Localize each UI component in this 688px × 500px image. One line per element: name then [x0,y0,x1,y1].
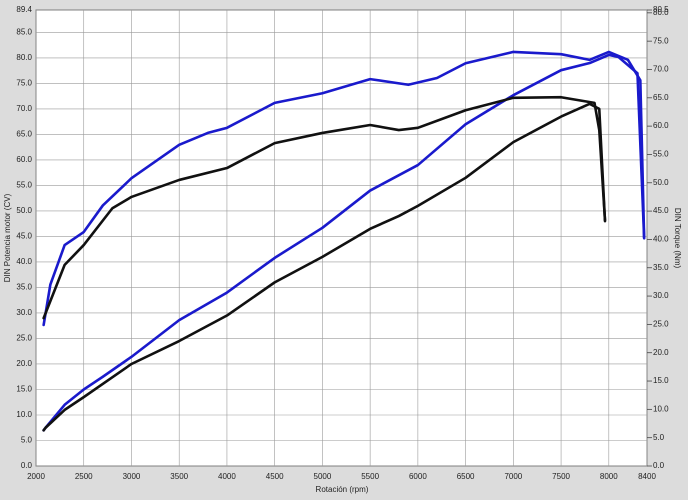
y-tick-label: 35.0 [16,283,32,292]
y2-tick-label: 0.0 [653,461,665,470]
y-tick-label: 60.0 [16,155,32,164]
y2-tick-label: 10.0 [653,404,669,413]
x-tick-label: 8400 [638,472,656,481]
x-tick-label: 5500 [361,472,379,481]
y2-tick-label: 25.0 [653,319,669,328]
x-tick-label: 8000 [600,472,618,481]
plot-area [35,9,648,467]
y-tick-label: 0.0 [21,461,33,470]
y-tick-label: 50.0 [16,206,32,215]
line-series [42,102,607,432]
y2-tick-label: 20.0 [653,348,669,357]
y2-tick-label: 80.0 [653,8,669,17]
x-tick-label: 2500 [75,472,93,481]
x-tick-label: 4500 [266,472,284,481]
x-tick-label: 3000 [123,472,141,481]
y-tick-label: 15.0 [16,385,32,394]
y-tick-label: 30.0 [16,308,32,317]
y-tick-label: 65.0 [16,130,32,139]
y-tick-label: 25.0 [16,334,32,343]
y-tick-label: 45.0 [16,232,32,241]
y2-tick-label: 35.0 [653,263,669,272]
y2-axis-title: DIN Torque (Nm) [673,208,682,269]
y2-tick-label: 75.0 [653,36,669,45]
y2-tick-label: 5.0 [653,433,665,442]
y-tick-label: 20.0 [16,359,32,368]
line-series [42,50,646,327]
y-tick-label: 55.0 [16,181,32,190]
x-tick-label: 3500 [170,472,188,481]
x-tick-label: 2000 [27,472,45,481]
y-tick-label: 70.0 [16,104,32,113]
y-tick-label: 5.0 [21,436,33,445]
y2-tick-label: 40.0 [653,235,669,244]
y-tick-label: 80.0 [16,53,32,62]
x-tick-label: 6500 [457,472,475,481]
line-series [42,53,646,432]
y-tick-label: 10.0 [16,410,32,419]
x-tick-label: 7000 [504,472,522,481]
y2-tick-label: 45.0 [653,206,669,215]
line-series [42,95,607,320]
x-tick-label: 4000 [218,472,236,481]
y2-tick-label: 70.0 [653,65,669,74]
y-tick-label: 89.4 [16,5,32,14]
x-tick-label: 6000 [409,472,427,481]
y-tick-label: 40.0 [16,257,32,266]
y2-tick-label: 50.0 [653,178,669,187]
y2-tick-label: 80.5 [653,5,669,14]
y2-tick-label: 15.0 [653,376,669,385]
y2-tick-label: 65.0 [653,93,669,102]
x-tick-label: 7500 [552,472,570,481]
x-axis-title: Rotación (rpm) [316,485,369,494]
y-axis-title: DIN Potencia motor (CV) [3,193,12,282]
y-tick-label: 75.0 [16,79,32,88]
y2-tick-label: 30.0 [653,291,669,300]
y2-tick-label: 55.0 [653,150,669,159]
x-tick-label: 5000 [314,472,332,481]
y-tick-label: 85.0 [16,28,32,37]
y2-tick-label: 60.0 [653,121,669,130]
